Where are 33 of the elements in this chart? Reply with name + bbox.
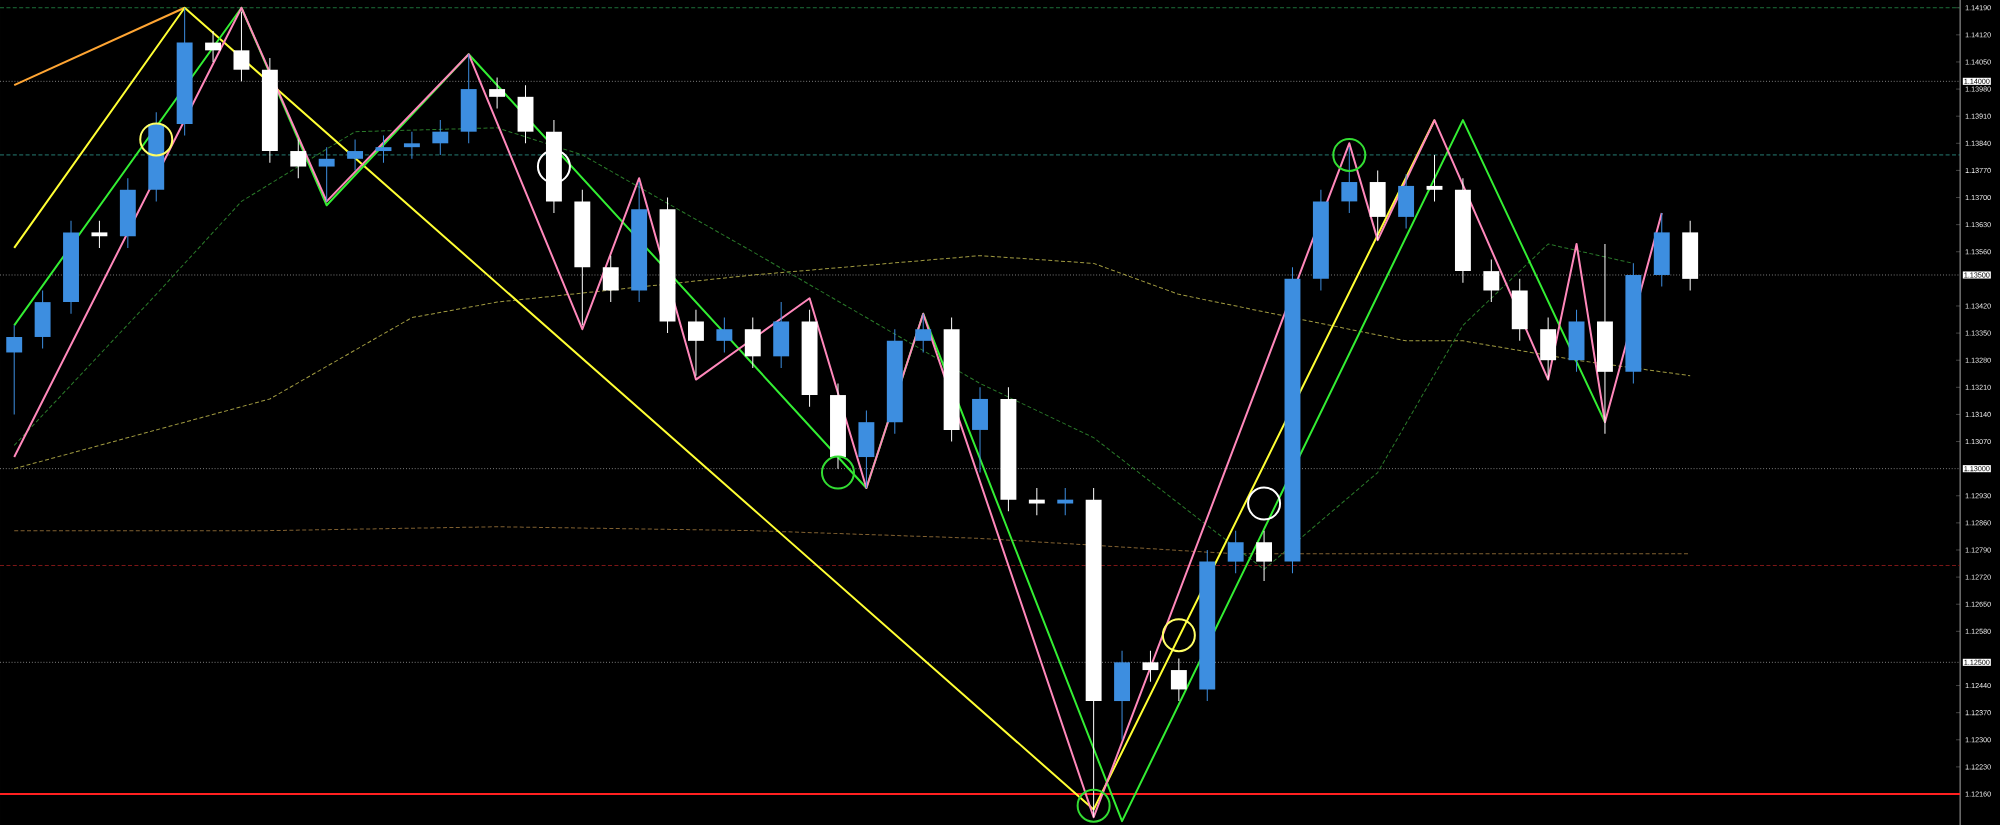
candlestick	[1057, 487, 1074, 516]
point	[1247, 486, 1282, 521]
candlestick	[403, 131, 420, 160]
point	[536, 149, 571, 184]
candlestick	[205, 30, 221, 63]
candlestick	[1426, 154, 1443, 202]
line-series	[13, 255, 1691, 470]
candlestick	[318, 146, 335, 202]
candlestick	[489, 76, 506, 109]
point	[820, 455, 855, 490]
point	[139, 122, 174, 157]
candlestick	[432, 119, 449, 156]
candlestick	[688, 309, 704, 377]
candlestick	[1341, 146, 1358, 214]
candlestick	[347, 138, 364, 171]
candlestick	[375, 135, 392, 164]
candlestick	[1483, 259, 1500, 303]
candlestick	[602, 255, 619, 303]
candlestick	[233, 11, 250, 82]
candlestick	[1028, 487, 1045, 516]
candlestick	[290, 138, 307, 179]
candlestick	[915, 313, 932, 353]
candlestick	[1170, 657, 1187, 702]
point	[1332, 137, 1367, 172]
candlestick	[1256, 530, 1273, 582]
candlestick	[6, 324, 23, 415]
point	[1076, 788, 1111, 823]
candlestick	[716, 317, 733, 353]
point	[1161, 618, 1196, 653]
candlestick	[91, 220, 108, 249]
line-series	[13, 127, 1634, 570]
candlestick	[1227, 530, 1244, 574]
candlestick	[1142, 650, 1159, 683]
